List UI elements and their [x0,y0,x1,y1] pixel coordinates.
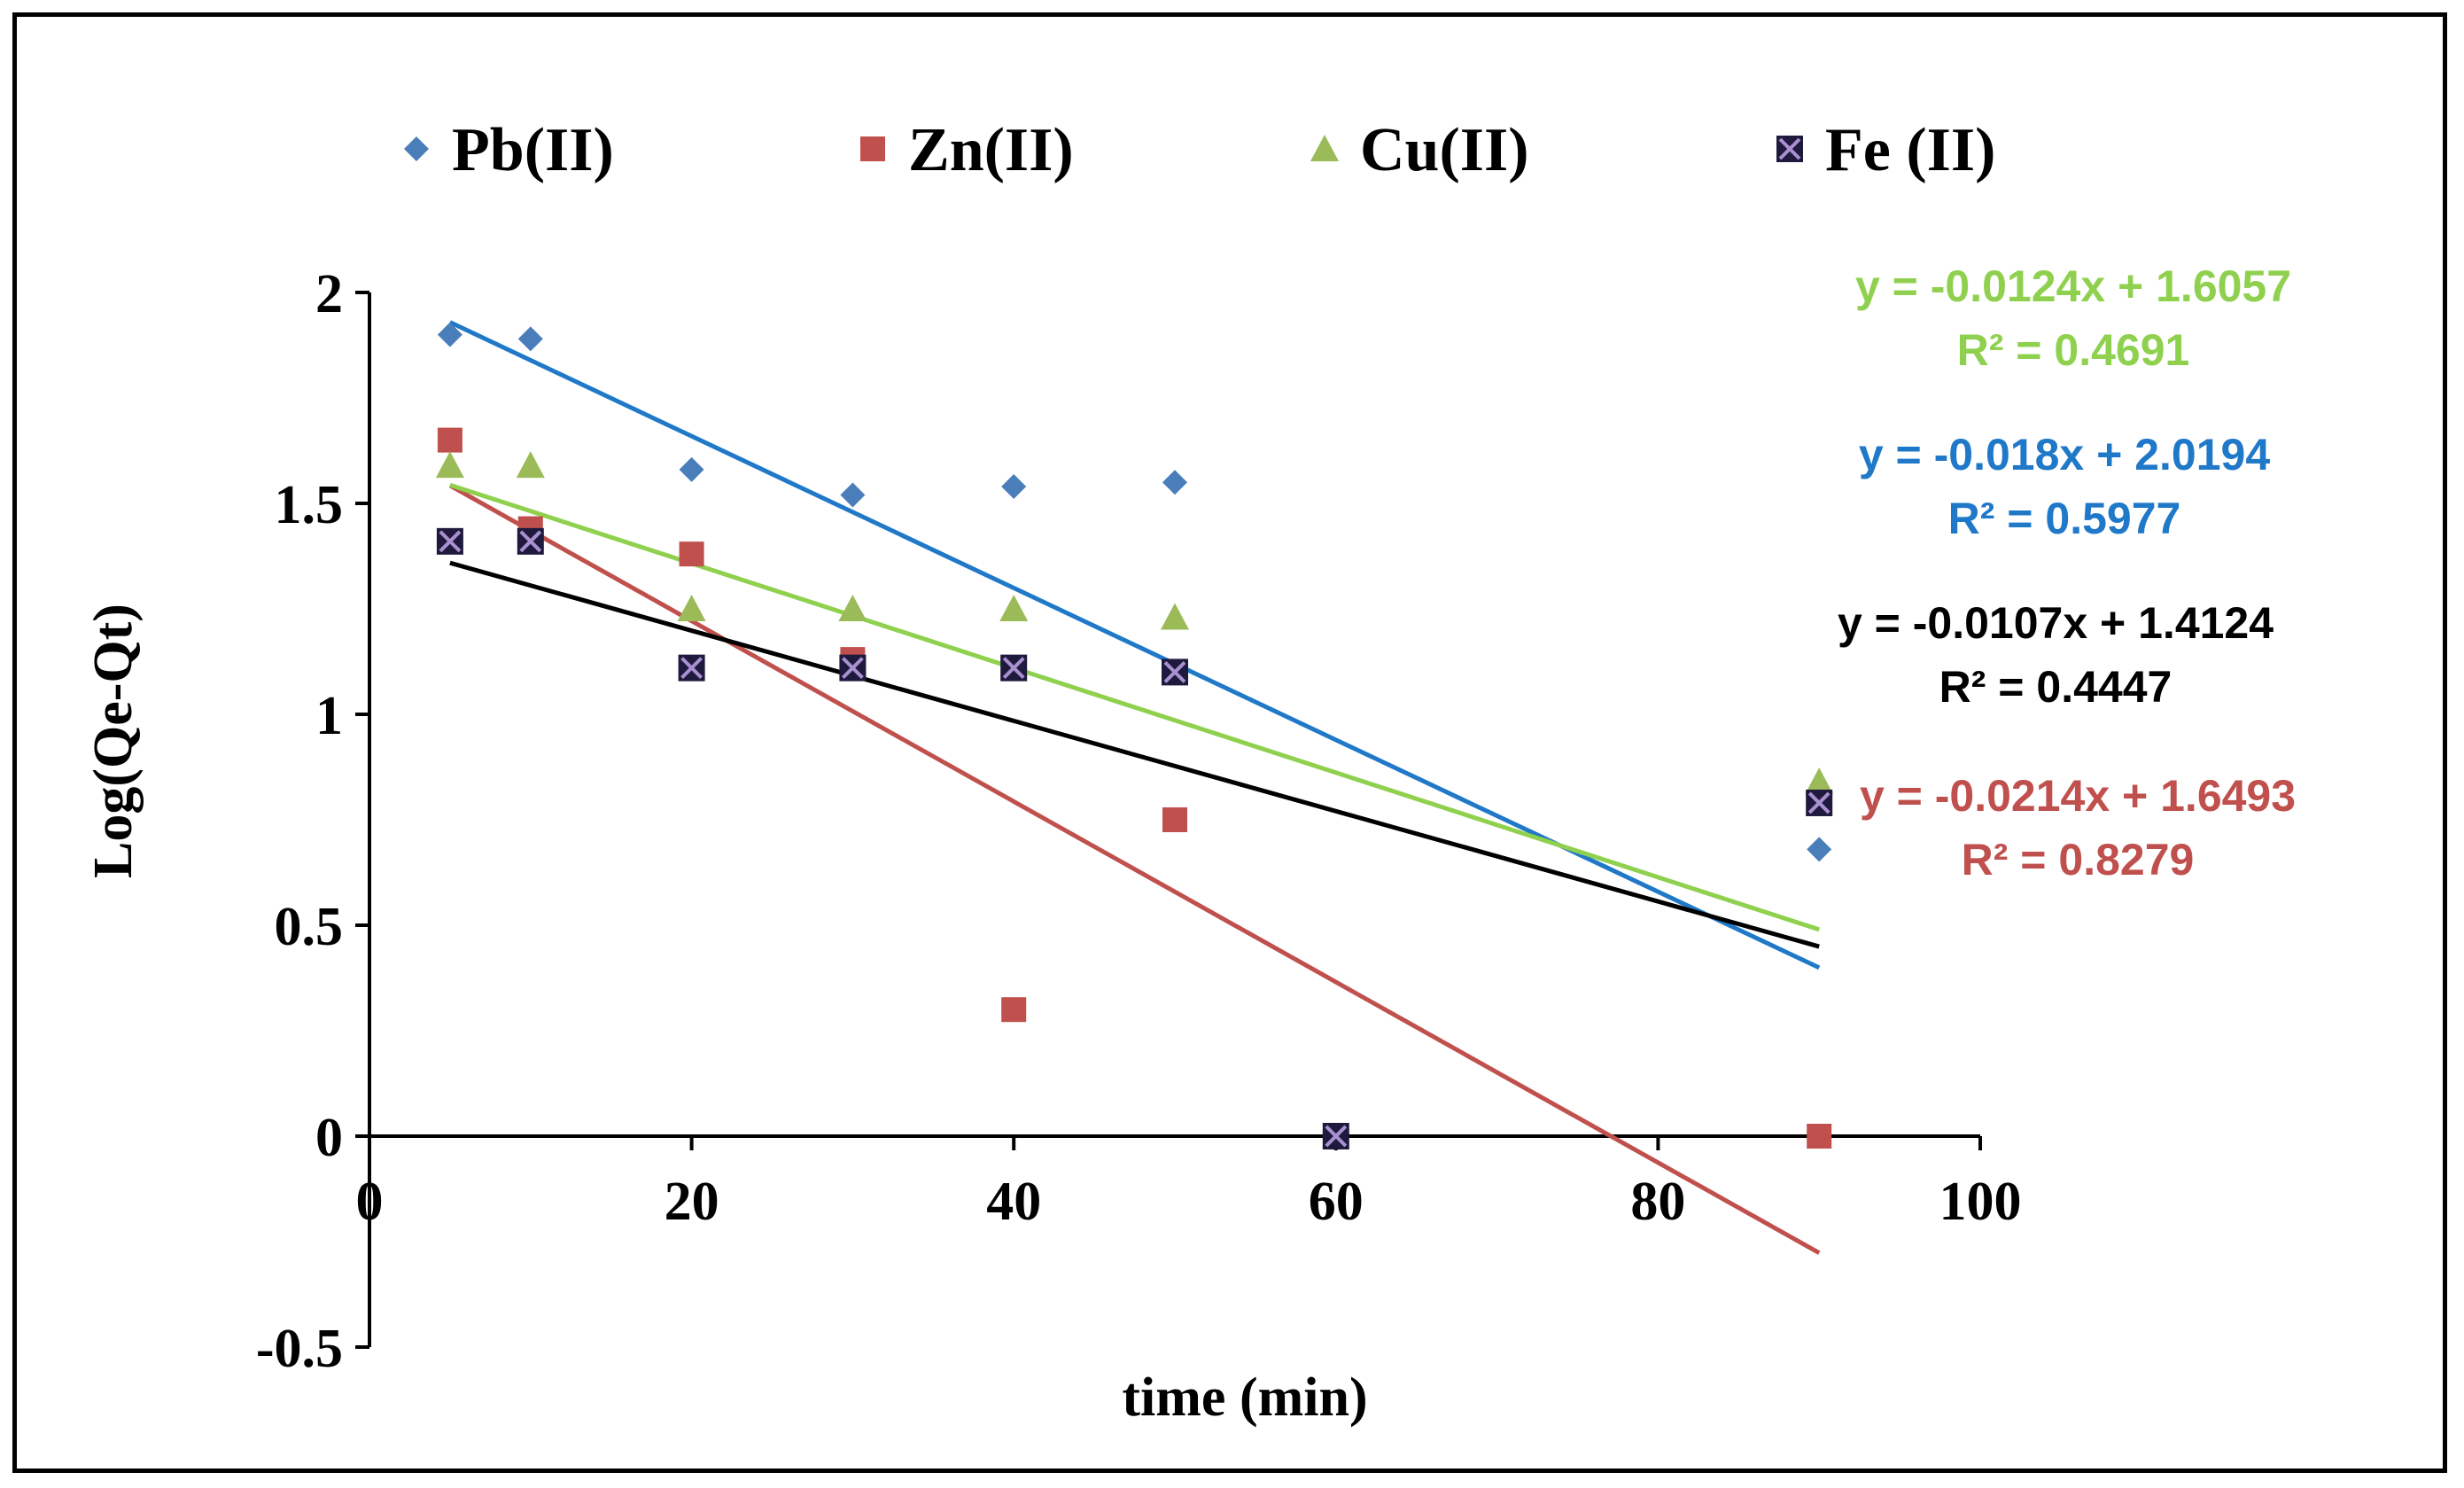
data-point-4 [1162,658,1188,686]
marker-cross [1807,791,1831,814]
data-point-1 [517,326,543,352]
legend-label-1: Pb(II) [452,116,614,184]
data-point-2 [679,541,704,567]
x-tick-label: 60 [1309,1172,1364,1232]
y-tick-label: 1.5 [275,475,344,535]
data-point-4 [1322,1123,1349,1149]
legend-marker-3 [1310,135,1339,161]
y-tick-label: 1 [315,686,343,746]
data-point-1 [1807,837,1832,862]
marker-cross [439,530,462,553]
x-tick-label: 100 [1939,1172,2022,1232]
legend-label-2: Zn(II) [908,116,1074,184]
equation-label-4: y = -0.0107x + 1.4124 [1838,598,2274,648]
marker-cross [519,530,542,553]
y-tick-label: -0.5 [256,1319,343,1379]
data-point-4 [839,654,867,682]
legend-marker-1 [404,136,429,161]
trendline-2 [448,483,1821,1255]
marker-cross [680,657,703,680]
x-tick-label: 0 [356,1172,384,1232]
marker-cross [1163,660,1186,683]
trendline-3 [449,482,1820,932]
data-point-1 [1001,473,1027,499]
chart-frame [12,12,2447,1473]
data-point-4 [678,654,705,682]
legend-label-3: Cu(II) [1360,116,1529,184]
r2-label-4: R² = 0.4447 [1939,662,2173,712]
data-point-1 [840,482,866,508]
data-point-1 [1162,470,1187,495]
data-point-2 [1162,807,1187,832]
r2-label-3: R² = 0.4691 [1957,325,2190,375]
x-axis-title: time (min) [1122,1367,1367,1428]
data-point-3 [516,451,545,479]
x-tick-label: 80 [1630,1172,1685,1232]
trendline-1 [448,320,1821,970]
equation-label-3: y = -0.0124x + 1.6057 [1855,261,2291,311]
data-point-4 [517,527,544,555]
marker-cross [1325,1125,1348,1148]
data-point-3 [1805,767,1834,795]
data-point-3 [677,595,706,621]
data-point-4 [436,527,463,555]
data-point-4 [1806,789,1833,816]
marker-cross [841,657,864,680]
data-point-3 [1161,603,1189,630]
y-tick-label: 0 [315,1108,343,1168]
r2-label-2: R² = 0.8279 [1962,835,2195,884]
data-point-3 [838,595,867,621]
data-point-2 [1001,997,1027,1023]
legend-marker-2 [860,136,885,161]
y-axis-title: Log(Qe-Qt) [83,604,144,878]
data-point-1 [679,456,704,482]
legend-label-4: Fe (II) [1825,116,1995,184]
x-tick-label: 20 [665,1172,719,1232]
data-point-3 [999,595,1029,621]
y-tick-label: 0.5 [275,897,344,957]
marker-cross [1002,657,1025,680]
equation-label-2: y = -0.0214x + 1.6493 [1860,771,2296,821]
data-point-1 [437,322,462,347]
marker-cross [1778,137,1801,160]
r2-label-1: R² = 0.5977 [1948,494,2181,543]
data-point-4 [1000,654,1028,682]
equation-label-1: y = -0.018x + 2.0194 [1859,430,2270,479]
trendline-4 [449,560,1820,949]
y-tick-label: 2 [315,264,343,324]
x-tick-label: 40 [986,1172,1041,1232]
data-point-2 [1807,1124,1832,1149]
data-point-2 [437,427,462,453]
data-point-3 [435,451,464,479]
legend-marker-4 [1776,136,1803,162]
